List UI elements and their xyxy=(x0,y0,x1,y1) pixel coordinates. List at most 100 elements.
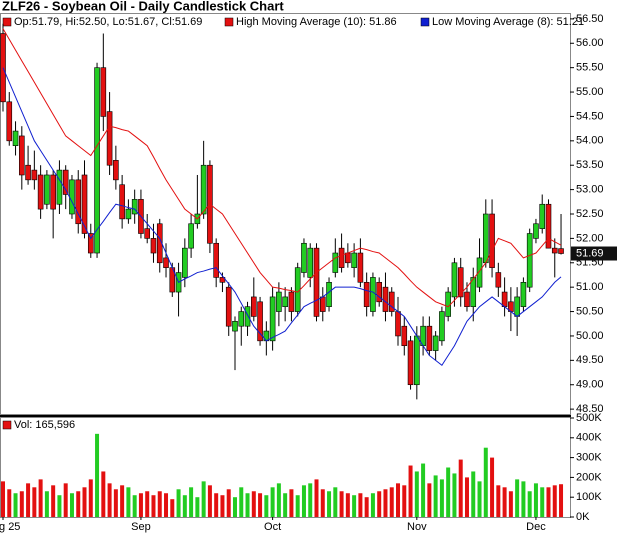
legend-swatch xyxy=(420,17,430,27)
candle-body xyxy=(0,33,6,103)
volume-bar xyxy=(452,473,457,517)
candle-body xyxy=(131,199,138,215)
candle-body xyxy=(163,257,169,268)
x-tick-label: Oct xyxy=(264,521,281,533)
volume-bar xyxy=(364,497,369,517)
volume-bar xyxy=(164,493,169,517)
candle-body xyxy=(401,325,408,347)
volume-bar xyxy=(182,495,187,517)
volume-bar xyxy=(170,499,175,517)
candle-body xyxy=(351,252,357,268)
volume-bar xyxy=(151,495,156,517)
candle-body xyxy=(370,277,376,312)
candle-body xyxy=(244,306,251,327)
candle-body xyxy=(426,325,433,351)
candle-body xyxy=(288,291,295,312)
candle-body xyxy=(382,286,389,312)
candle-body xyxy=(81,174,88,234)
candle-body xyxy=(75,179,82,225)
x-tick-label: Aug 25 xyxy=(0,521,20,533)
volume-bar xyxy=(389,487,394,517)
volume-bar xyxy=(458,459,463,517)
volume-bar xyxy=(51,485,56,517)
volume-bar xyxy=(333,487,338,517)
volume-bar xyxy=(44,491,49,517)
x-tick-label: Dec xyxy=(526,521,546,533)
candle-body xyxy=(388,291,395,312)
volume-bar xyxy=(477,481,482,517)
volume-bar xyxy=(69,493,74,517)
candle-body xyxy=(407,340,414,386)
volume-bar xyxy=(226,489,231,517)
y-tick-label: 54.50 xyxy=(576,110,604,122)
volume-bar xyxy=(19,491,24,517)
volume-bar xyxy=(201,481,206,517)
candle-body xyxy=(44,174,50,205)
volume-bar xyxy=(26,483,31,517)
y-tick-label: 49.00 xyxy=(576,379,604,391)
volume-bar xyxy=(471,471,476,517)
x-tick-label: Nov xyxy=(407,521,427,533)
candle-body xyxy=(119,184,125,220)
volume-bar xyxy=(396,483,401,517)
candle-body xyxy=(144,228,151,239)
candle-body xyxy=(269,296,276,342)
volume-bar xyxy=(352,495,357,517)
volume-bar xyxy=(120,485,125,517)
y-tick-label: 400K xyxy=(576,432,602,444)
volume-bar xyxy=(57,495,62,517)
candle-body xyxy=(257,301,263,342)
volume-bar xyxy=(421,463,426,517)
y-tick-label: 53.00 xyxy=(576,184,604,196)
volume-bar xyxy=(38,479,43,517)
volume-bar xyxy=(402,485,407,517)
candle-body xyxy=(282,296,288,307)
candle-body xyxy=(232,321,238,332)
y-tick-label: 49.50 xyxy=(576,354,604,366)
legend-swatch xyxy=(2,420,12,430)
candle-body xyxy=(533,223,539,239)
candle-body xyxy=(25,164,31,181)
volume-bar xyxy=(220,495,225,517)
volume-bar xyxy=(101,471,106,517)
candle-body xyxy=(332,252,339,273)
candle-body xyxy=(551,247,558,254)
last-price-label: 51.69 xyxy=(576,247,604,259)
volume-bar xyxy=(32,487,37,517)
candle-body xyxy=(489,213,495,268)
volume-bar xyxy=(138,493,143,517)
candle-body xyxy=(363,281,370,307)
volume-bar xyxy=(527,491,532,517)
candle-body xyxy=(520,281,527,307)
candle-body xyxy=(100,67,107,117)
candle-body xyxy=(56,169,63,205)
y-tick-label: 55.00 xyxy=(576,86,604,98)
candle-body xyxy=(545,203,552,249)
volume-bar xyxy=(132,495,137,517)
volume-bar xyxy=(427,483,432,517)
moving-average-line xyxy=(2,28,562,308)
volume-bar xyxy=(126,487,131,517)
volume-bar xyxy=(195,497,200,517)
volume-bar xyxy=(314,479,319,517)
last-price-box xyxy=(571,246,617,261)
volume-bar xyxy=(339,491,344,517)
volume-bar xyxy=(145,491,150,517)
volume-bar xyxy=(245,493,250,517)
volume-bar xyxy=(533,483,538,517)
y-tick-label: 300K xyxy=(576,452,602,464)
candle-body xyxy=(94,67,100,254)
volume-bar xyxy=(13,493,18,517)
volume-bar xyxy=(515,479,520,517)
volume-bar xyxy=(433,475,438,517)
volume-bar xyxy=(508,491,513,517)
volume-bar xyxy=(327,491,332,517)
volume-bar xyxy=(207,485,212,517)
volume-bar xyxy=(414,471,419,517)
volume-bar xyxy=(251,491,256,517)
y-tick-label: 56.00 xyxy=(576,37,604,49)
volume-bar xyxy=(502,487,507,517)
volume-bar xyxy=(464,477,469,517)
volume-bar xyxy=(1,481,5,517)
candle-body xyxy=(307,247,314,278)
